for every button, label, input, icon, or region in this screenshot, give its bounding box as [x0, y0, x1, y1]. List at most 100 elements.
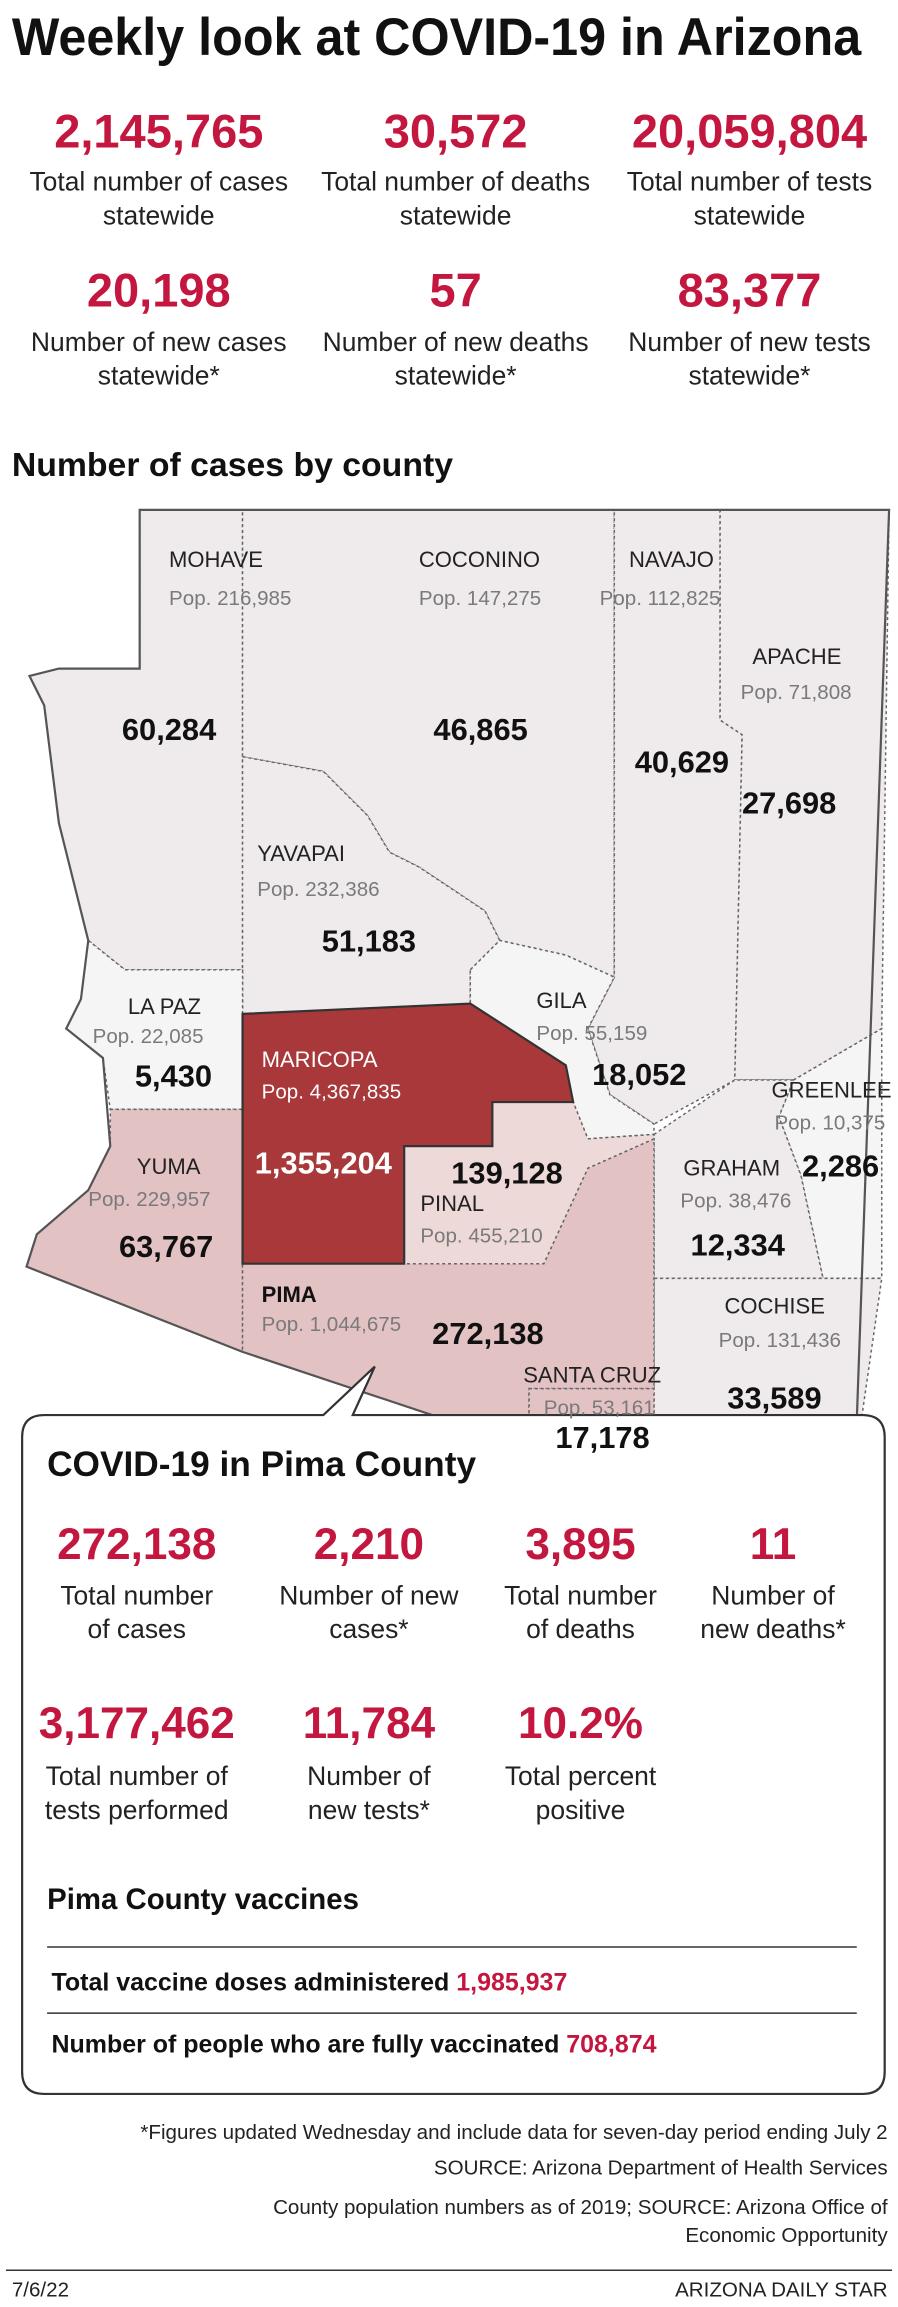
- map: [25, 508, 891, 1464]
- county-name: LA PAZ: [128, 994, 201, 1019]
- county-name: PINAL: [420, 1191, 484, 1216]
- vaccine-label: Total vaccine doses administered: [52, 1968, 450, 1996]
- stat-value: 20,198: [87, 263, 231, 316]
- stat-label: Total number of deaths: [321, 167, 590, 197]
- pima-callout: [21, 1365, 886, 2096]
- county-pop: Pop. 216,985: [169, 587, 291, 610]
- vaccine-value: 708,874: [566, 2030, 656, 2058]
- county-pop: Pop. 22,085: [93, 1025, 204, 1048]
- stat-value: 11: [750, 1520, 797, 1569]
- county-name: NAVAJO: [629, 547, 714, 572]
- county-cases: 40,629: [635, 744, 729, 779]
- county-pop: Pop. 112,825: [600, 587, 721, 610]
- county-cases: 272,138: [432, 1316, 544, 1351]
- stat-label: Number of new deaths: [323, 327, 589, 357]
- coconino: [241, 509, 616, 979]
- navajo: [587, 509, 743, 1125]
- stat-label: Number of: [711, 1580, 835, 1610]
- county-pop: Pop. 55,159: [536, 1022, 647, 1045]
- county-pop: Pop. 38,476: [680, 1189, 791, 1212]
- stat-label: Total number of tests: [627, 167, 872, 197]
- county-name: APACHE: [752, 644, 841, 669]
- county-name: COCONINO: [419, 547, 540, 572]
- county-name: SANTA CRUZ: [523, 1363, 661, 1388]
- footnote: SOURCE: Arizona Department of Health Ser…: [434, 2156, 888, 2179]
- stat-label: Total number: [504, 1580, 657, 1610]
- county-name: MARICOPA: [262, 1047, 378, 1072]
- stat-label: Total number of: [46, 1761, 229, 1791]
- stat-label: statewide*: [689, 361, 811, 391]
- footnote: County population numbers as of 2019; SO…: [273, 2196, 888, 2219]
- county-name: GREENLEE: [772, 1078, 892, 1103]
- stat-label: cases*: [329, 1614, 408, 1644]
- county-pop: Pop. 4,367,835: [262, 1081, 402, 1104]
- stat-label: statewide*: [395, 361, 517, 391]
- callout-title: COVID-19 in Pima County: [47, 1445, 476, 1484]
- credit: ARIZONA DAILY STAR: [675, 2278, 888, 2301]
- county-pop: Pop. 1,044,675: [262, 1313, 402, 1336]
- county-name: GILA: [536, 988, 587, 1013]
- stat-value: 57: [429, 263, 481, 316]
- county-cases: 18,052: [592, 1057, 686, 1092]
- stat-value: 3,895: [525, 1520, 635, 1569]
- stat-label: Total number of cases: [29, 167, 288, 197]
- county-cases: 5,430: [135, 1059, 212, 1094]
- county-pop: Pop. 455,210: [420, 1225, 542, 1248]
- stat-value: 11,784: [303, 1699, 436, 1748]
- stat-label: positive: [536, 1795, 626, 1825]
- county-name: YUMA: [137, 1154, 201, 1179]
- stat-label: new tests*: [308, 1795, 430, 1825]
- stat-label: of deaths: [526, 1614, 635, 1644]
- county-pop: Pop. 53,161: [544, 1397, 655, 1420]
- county-cases: 2,286: [802, 1148, 879, 1183]
- county-pop: Pop. 229,957: [88, 1188, 210, 1211]
- vaccines-title: Pima County vaccines: [47, 1883, 359, 1916]
- county-name: COCHISE: [725, 1294, 825, 1319]
- section-title: Number of cases by county: [12, 446, 453, 484]
- stat-label: Total percent: [505, 1761, 657, 1791]
- county-cases: 46,865: [433, 712, 527, 747]
- stat-label: Number of new cases: [31, 327, 287, 357]
- stat-value: 20,059,804: [632, 105, 867, 158]
- county-pop: Pop. 147,275: [419, 587, 541, 610]
- county-cases: 60,284: [122, 712, 216, 747]
- stat-label: Number of: [307, 1761, 431, 1791]
- stat-label: tests performed: [45, 1795, 229, 1825]
- stat-label: of cases: [88, 1614, 186, 1644]
- stat-value: 3,177,462: [39, 1699, 235, 1748]
- stat-label: Total number: [60, 1580, 213, 1610]
- vaccine-value: 1,985,937: [456, 1968, 567, 1996]
- county-pop: Pop. 131,436: [719, 1329, 841, 1352]
- county-pop: Pop. 10,375: [774, 1112, 885, 1135]
- title: Weekly look at COVID-19 in Arizona: [12, 8, 862, 67]
- county-cases: 63,767: [119, 1229, 213, 1264]
- stat-label: statewide*: [98, 361, 220, 391]
- vaccine-row: Total vaccine doses administered 1,985,9…: [52, 1968, 568, 1996]
- county-cases: 27,698: [742, 785, 836, 820]
- county-name: MOHAVE: [169, 547, 263, 572]
- county-cases: 12,334: [691, 1228, 785, 1263]
- stat-label: Number of new: [279, 1580, 459, 1610]
- stat-value: 30,572: [384, 105, 528, 158]
- stat-value: 10.2%: [518, 1699, 643, 1748]
- county-pop: Pop. 71,808: [741, 681, 852, 704]
- stat-label: statewide: [400, 200, 512, 230]
- footnote: *Figures updated Wednesday and include d…: [140, 2121, 887, 2144]
- vaccine-label: Number of people who are fully vaccinate…: [52, 2030, 560, 2058]
- county-pop: Pop. 232,386: [257, 878, 379, 901]
- stat-label: statewide: [103, 200, 215, 230]
- stat-label: Number of new tests: [628, 327, 870, 357]
- stat-label: statewide: [694, 200, 806, 230]
- maricopa: [241, 1002, 575, 1265]
- date: 7/6/22: [12, 2278, 69, 2301]
- county-cases: 33,589: [727, 1381, 821, 1416]
- stat-value: 272,138: [57, 1520, 216, 1569]
- county-cases: 139,128: [451, 1156, 563, 1191]
- stat-value: 2,210: [314, 1520, 424, 1569]
- graham: [653, 1079, 824, 1280]
- stat-label: new deaths*: [700, 1614, 846, 1644]
- county-name: PIMA: [262, 1282, 317, 1307]
- county-name: GRAHAM: [683, 1155, 780, 1180]
- vaccine-row: Number of people who are fully vaccinate…: [52, 2030, 657, 2058]
